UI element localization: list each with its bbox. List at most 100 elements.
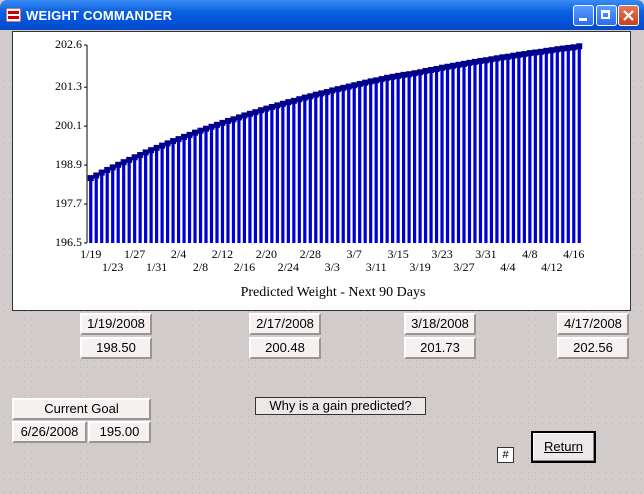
bar (577, 46, 581, 243)
bar-cap (334, 86, 341, 93)
bar-cap (235, 114, 242, 121)
x-tick-label: 3/19 (409, 260, 430, 274)
bar (149, 150, 153, 243)
bar-cap (252, 109, 259, 116)
bar (237, 117, 241, 243)
x-tick-label: 3/7 (347, 247, 362, 261)
bar-cap (417, 69, 424, 76)
y-tick-label: 198.9 (55, 157, 82, 171)
x-tick-label: 3/23 (431, 247, 452, 261)
bar-cap (565, 44, 572, 51)
bar-cap (197, 127, 204, 134)
bar (314, 94, 318, 243)
x-tick-label: 1/19 (80, 247, 101, 261)
bar (374, 80, 378, 243)
x-tick-label: 3/15 (387, 247, 408, 261)
bar (423, 70, 428, 243)
close-button[interactable] (618, 5, 639, 26)
hash-button[interactable]: # (497, 447, 514, 463)
x-tick-label: 2/8 (193, 260, 208, 274)
bar-cap (362, 79, 369, 86)
bar (462, 63, 466, 243)
bar-cap (329, 87, 336, 94)
app-icon (6, 8, 21, 22)
bar (336, 89, 340, 243)
x-tick-label: 4/4 (500, 260, 515, 274)
maximize-button[interactable] (596, 5, 617, 26)
bar-cap (521, 51, 528, 58)
bar-cap (373, 77, 380, 84)
bar (522, 54, 526, 243)
bar (484, 60, 488, 243)
return-button[interactable]: Return (531, 431, 596, 463)
bar (176, 139, 181, 243)
bar-cap (268, 103, 275, 110)
x-tick-label: 3/27 (453, 260, 474, 274)
bar-cap (219, 119, 226, 126)
bar (160, 145, 164, 243)
bar (418, 72, 422, 243)
bar-cap (411, 70, 418, 77)
x-tick-label: 4/8 (522, 247, 537, 261)
bar (248, 113, 252, 244)
bar-cap (186, 131, 193, 138)
bar-cap (164, 140, 171, 147)
bar (495, 58, 499, 243)
bar-cap (395, 72, 402, 79)
bar-cap (203, 125, 210, 132)
bar-cap (307, 93, 314, 100)
bar-cap (378, 76, 385, 83)
x-tick-label: 3/3 (325, 260, 340, 274)
bar (226, 120, 230, 243)
bar (473, 61, 477, 243)
goal-date: 6/26/2008 (12, 421, 87, 443)
bar-cap (493, 55, 500, 62)
bar-cap (296, 96, 303, 103)
milestone-date: 3/18/2008 (404, 313, 476, 335)
bar-cap (367, 78, 374, 85)
bar-cap (263, 105, 270, 112)
bar (204, 128, 208, 243)
bar-cap (120, 159, 127, 166)
y-tick-label: 200.1 (55, 118, 82, 132)
y-tick-label: 196.5 (55, 235, 82, 249)
bar-cap (450, 62, 457, 69)
bar-cap (285, 99, 292, 106)
bar-cap (406, 71, 413, 78)
bar-cap (570, 44, 577, 51)
bar-cap (126, 156, 133, 163)
x-tick-label: 2/16 (234, 260, 255, 274)
why-gain-button[interactable]: Why is a gain predicted? (255, 397, 426, 415)
milestone-weight: 202.56 (557, 337, 629, 359)
bar (396, 75, 400, 244)
bar (100, 172, 104, 243)
bar (215, 124, 219, 243)
bar-cap (548, 47, 555, 54)
bar (555, 49, 559, 244)
bar-cap (290, 97, 297, 104)
bar (561, 48, 565, 243)
bar-cap (499, 54, 506, 61)
bar (155, 147, 159, 243)
bar-cap (148, 147, 155, 154)
bar-cap (422, 67, 429, 74)
bar (511, 55, 515, 244)
bar-cap (115, 161, 122, 168)
bar-cap (213, 121, 220, 128)
bar (308, 96, 312, 243)
bar-cap (515, 51, 522, 58)
bar (259, 110, 263, 244)
window-title: WEIGHT COMMANDER (26, 8, 173, 23)
bar (303, 97, 307, 243)
bar (187, 134, 192, 243)
bar-cap (104, 166, 111, 173)
goal-weight: 195.00 (88, 421, 151, 443)
bar (127, 159, 131, 243)
bar-cap (142, 149, 149, 156)
bar-cap (170, 138, 177, 145)
bar-cap (175, 136, 182, 143)
bar (445, 66, 450, 243)
x-tick-label: 4/16 (563, 247, 584, 261)
minimize-button[interactable] (573, 5, 594, 26)
bar (253, 112, 258, 244)
